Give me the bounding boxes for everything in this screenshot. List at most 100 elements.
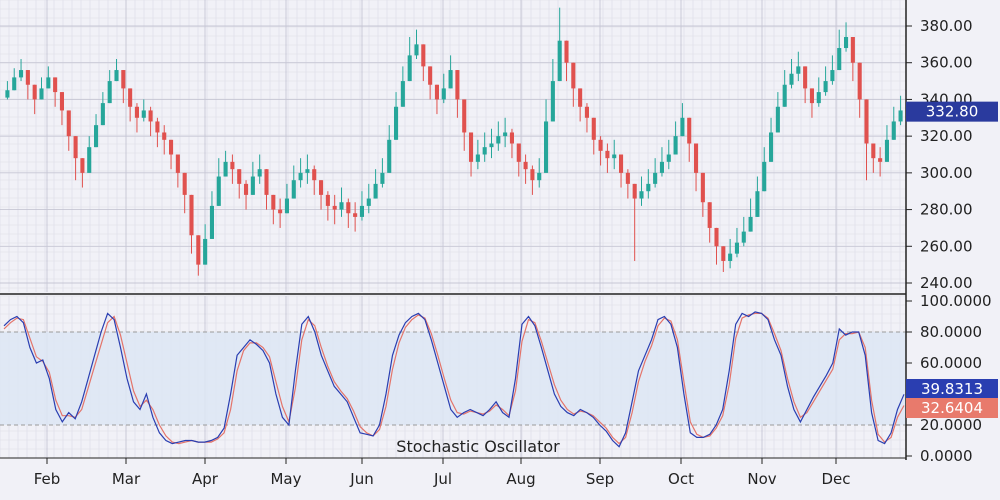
- candle: [509, 128, 514, 159]
- candle: [12, 68, 17, 91]
- candle-body: [73, 136, 78, 159]
- candle-body: [66, 110, 71, 137]
- candle: [898, 95, 903, 126]
- candle: [380, 158, 385, 188]
- time-axis-ticks: Feb Mar Apr May Jun Jul Aug Sep Oct Nov Dec: [0, 457, 906, 488]
- candle: [584, 103, 589, 133]
- candle: [455, 70, 460, 118]
- candle: [298, 158, 303, 188]
- candle: [175, 154, 180, 188]
- candle: [237, 169, 242, 199]
- oscillator-band: [0, 332, 906, 425]
- candle-body: [39, 88, 44, 100]
- candle: [39, 77, 44, 100]
- candle: [809, 88, 814, 118]
- candle-body: [619, 154, 624, 173]
- candle-body: [503, 132, 508, 137]
- candle-body: [346, 202, 351, 214]
- candle: [687, 117, 692, 162]
- price-tick-label: 260.00: [920, 237, 973, 255]
- candle-body: [175, 154, 180, 173]
- candle: [114, 59, 119, 82]
- candle-body: [598, 139, 603, 151]
- candle-body: [100, 103, 105, 126]
- candle-body: [298, 172, 303, 181]
- oscillator-tick-label: 100.0000: [920, 292, 992, 310]
- candle: [284, 183, 289, 214]
- candle-body: [625, 172, 630, 184]
- candle: [557, 7, 562, 82]
- candle: [332, 194, 337, 225]
- oscillator-lines: [3, 311, 905, 448]
- candle: [189, 194, 194, 254]
- candle-body: [46, 77, 51, 89]
- candle: [134, 103, 139, 133]
- candle-body: [673, 136, 678, 155]
- candle: [203, 224, 208, 265]
- candle-body: [32, 84, 37, 100]
- candle-body: [659, 161, 664, 173]
- candle-body: [80, 158, 85, 173]
- oscillator-title: Stochastic Oscillator: [396, 437, 560, 456]
- candle: [830, 55, 835, 85]
- oscillator-line: [3, 311, 905, 448]
- candle-body: [544, 121, 549, 173]
- candle: [373, 169, 378, 199]
- candle-body: [830, 70, 835, 82]
- candle: [482, 132, 487, 162]
- candle-body: [728, 253, 733, 261]
- candle: [353, 202, 358, 232]
- candle: [659, 147, 664, 177]
- candle: [182, 172, 187, 214]
- candle-body: [189, 194, 194, 236]
- candle-body: [462, 99, 467, 133]
- candle: [469, 132, 474, 177]
- candle: [591, 117, 596, 155]
- candle-body: [871, 143, 876, 159]
- candle: [503, 117, 508, 148]
- candle-body: [496, 136, 501, 144]
- candle-body: [707, 202, 712, 228]
- candle: [100, 92, 105, 126]
- candle: [359, 191, 364, 221]
- price-tick-label: 240.00: [920, 274, 973, 292]
- price-tick-label: 360.00: [920, 54, 973, 72]
- candle: [421, 44, 426, 82]
- candle-body: [312, 169, 317, 181]
- candle: [544, 99, 549, 173]
- candle-body: [796, 66, 801, 74]
- candle: [87, 136, 92, 173]
- candle-body: [257, 169, 262, 177]
- candle-body: [114, 70, 119, 82]
- candle: [857, 62, 862, 118]
- candle-body: [325, 194, 330, 206]
- candle: [850, 37, 855, 82]
- candle-body: [714, 227, 719, 247]
- candle: [823, 66, 828, 96]
- candle-body: [332, 205, 337, 210]
- price-tick-label: 280.00: [920, 201, 973, 219]
- candle-body: [162, 132, 167, 140]
- candle-body: [53, 77, 58, 93]
- candle: [73, 136, 78, 181]
- candle: [646, 169, 651, 199]
- candle: [462, 99, 467, 151]
- candle-body: [653, 172, 658, 184]
- candle-body: [271, 194, 276, 210]
- oscillator-tick-label: 60.0000: [920, 354, 982, 372]
- candle: [407, 37, 412, 82]
- candle-body: [380, 172, 385, 184]
- candle: [250, 161, 255, 195]
- candle-body: [734, 242, 739, 254]
- candle-body: [216, 176, 221, 206]
- k-value-badge-box: [906, 379, 998, 399]
- candle-body: [666, 154, 671, 162]
- candle: [884, 125, 889, 162]
- candle-body: [394, 106, 399, 140]
- candle-body: [850, 37, 855, 63]
- candle-body: [121, 70, 126, 89]
- candle-body: [455, 70, 460, 100]
- candle-body: [428, 66, 433, 85]
- candle: [400, 66, 405, 107]
- candle: [550, 59, 555, 122]
